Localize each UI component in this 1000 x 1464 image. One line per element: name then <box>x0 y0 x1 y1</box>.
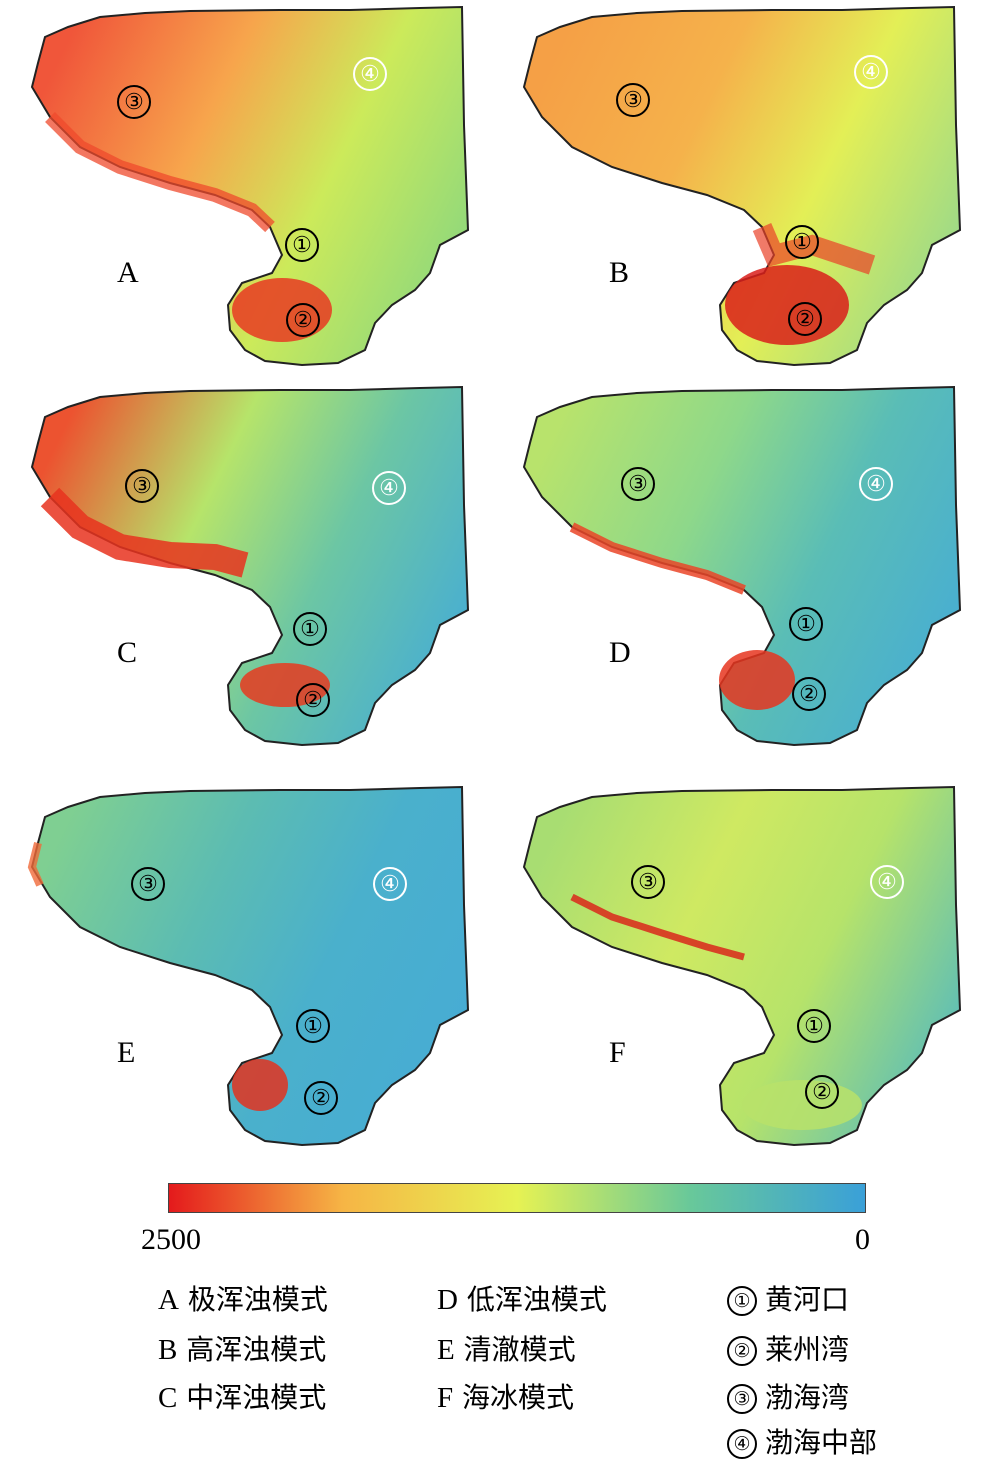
color-bar <box>168 1183 866 1213</box>
marker-central-bohai: ④ <box>372 471 406 505</box>
bohai-map-b <box>522 5 962 367</box>
legend-mode-f: F 海冰模式 <box>437 1380 574 1416</box>
legend-key: A <box>158 1284 179 1316</box>
colorbar-min-label: 0 <box>855 1223 870 1256</box>
marker-central-bohai: ④ <box>854 55 888 89</box>
marker-bohai-bay: ③ <box>131 867 165 901</box>
map-panel-d: D ① ② ③ ④ <box>512 385 982 755</box>
sea-area <box>522 785 962 1147</box>
map-panel-f: F ① ② ③ ④ <box>512 785 982 1155</box>
legend-label: 中浑浊模式 <box>186 1381 327 1414</box>
marker-bohai-bay: ③ <box>621 467 655 501</box>
legend-key: C <box>158 1382 178 1414</box>
legend-region-bohai-bay: ③ 渤海湾 <box>727 1380 849 1416</box>
marker-laizhou-bay: ② <box>788 302 822 336</box>
legend-label: 极浑浊模式 <box>187 1283 328 1316</box>
legend-label: 清澈模式 <box>463 1333 576 1366</box>
legend-key: D <box>437 1284 458 1316</box>
legend-key: ① <box>727 1286 757 1316</box>
marker-yellow-river-mouth: ① <box>797 1009 831 1043</box>
bohai-map-c <box>30 385 470 747</box>
legend-label: 渤海湾 <box>765 1381 850 1414</box>
map-panel-e: E ① ② ③ ④ <box>20 785 490 1155</box>
marker-yellow-river-mouth: ① <box>293 612 327 646</box>
marker-central-bohai: ④ <box>353 57 387 91</box>
legend-key: ④ <box>727 1429 757 1459</box>
legend-label: 海冰模式 <box>462 1381 575 1414</box>
marker-yellow-river-mouth: ① <box>285 228 319 262</box>
legend-region-central-bohai: ④ 渤海中部 <box>727 1425 877 1461</box>
panel-letter: D <box>609 636 631 669</box>
legend-mode-d: D 低浑浊模式 <box>437 1282 607 1318</box>
panel-letter: A <box>117 256 139 289</box>
marker-bohai-bay: ③ <box>616 83 650 117</box>
marker-laizhou-bay: ② <box>805 1075 839 1109</box>
bohai-map-e <box>27 785 470 1147</box>
legend-mode-b: B 高浑浊模式 <box>158 1332 326 1368</box>
panel-letter: E <box>117 1036 136 1069</box>
legend-key: F <box>437 1382 454 1414</box>
legend-mode-a: A 极浑浊模式 <box>158 1282 328 1318</box>
marker-laizhou-bay: ② <box>792 677 826 711</box>
marker-central-bohai: ④ <box>373 867 407 901</box>
legend-key: ② <box>727 1336 757 1366</box>
map-panel-b: B ① ② ③ ④ <box>512 5 982 375</box>
legend-label: 黄河口 <box>765 1283 850 1316</box>
colorbar-max-label: 2500 <box>141 1223 201 1256</box>
legend-label: 渤海中部 <box>765 1426 878 1459</box>
map-panel-a: A ① ② ③ ④ <box>20 5 490 375</box>
legend-label: 低浑浊模式 <box>466 1283 607 1316</box>
marker-yellow-river-mouth: ① <box>785 225 819 259</box>
legend-mode-c: C 中浑浊模式 <box>158 1380 326 1416</box>
map-panel-c: C ① ② ③ ④ <box>20 385 490 755</box>
marker-yellow-river-mouth: ① <box>296 1009 330 1043</box>
marker-laizhou-bay: ② <box>296 683 330 717</box>
marker-yellow-river-mouth: ① <box>789 607 823 641</box>
bohai-map-f <box>522 785 962 1147</box>
legend-region-yellow-river-mouth: ① 黄河口 <box>727 1282 849 1318</box>
legend-mode-e: E 清澈模式 <box>437 1332 576 1368</box>
legend-label: 莱州湾 <box>765 1333 850 1366</box>
legend-key: E <box>437 1334 455 1366</box>
panel-letter: B <box>609 256 630 289</box>
bohai-map-d <box>522 385 962 747</box>
legend-key: ③ <box>727 1384 757 1414</box>
marker-bohai-bay: ③ <box>125 469 159 503</box>
marker-bohai-bay: ③ <box>117 85 151 119</box>
legend-label: 高浑浊模式 <box>186 1333 327 1366</box>
panel-letter: F <box>609 1036 626 1069</box>
marker-central-bohai: ④ <box>870 865 904 899</box>
marker-central-bohai: ④ <box>859 467 893 501</box>
marker-bohai-bay: ③ <box>631 865 665 899</box>
bohai-map-a <box>30 5 470 367</box>
marker-laizhou-bay: ② <box>304 1081 338 1115</box>
legend-key: B <box>158 1334 178 1366</box>
legend-region-laizhou-bay: ② 莱州湾 <box>727 1332 849 1368</box>
marker-laizhou-bay: ② <box>286 303 320 337</box>
panel-letter: C <box>117 636 138 669</box>
